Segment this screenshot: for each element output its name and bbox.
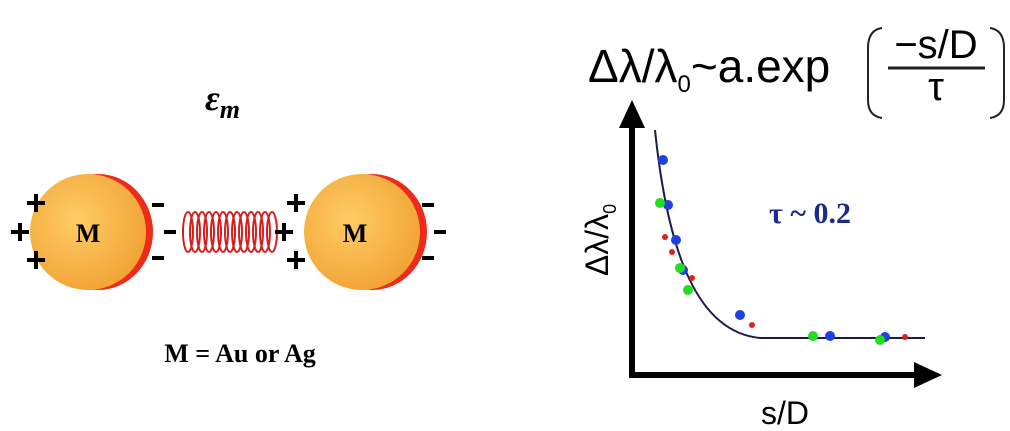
y-label: Δλ/λ0	[579, 204, 620, 276]
particle-label: M	[76, 219, 101, 248]
data-point	[825, 331, 835, 341]
formula: Δλ/λ0~a.exp	[588, 40, 830, 98]
formula-rhs: ~a.exp	[691, 40, 830, 92]
data-point	[689, 275, 695, 281]
medium-subscript: m	[220, 95, 240, 124]
data-point	[658, 155, 668, 165]
figure: εm M M M = Au or Ag Δλ/λ0~a.exp −s/D τ Δ…	[0, 0, 1010, 431]
particle: M	[30, 174, 153, 290]
y-axis-arrow	[619, 100, 645, 128]
data-point	[808, 331, 818, 341]
paren-right	[990, 28, 1004, 118]
data-point	[875, 335, 885, 345]
data-point	[675, 263, 685, 273]
spring	[183, 212, 277, 252]
annotation: τ ~ 0.2	[769, 197, 851, 230]
paren-left	[868, 28, 882, 118]
data-points	[655, 155, 908, 345]
x-label: s/D	[761, 395, 809, 431]
data-point	[683, 285, 693, 295]
formula-numerator: −s/D	[894, 23, 977, 67]
y-label-subscript: 0	[600, 204, 620, 214]
formula-lhs: Δλ/λ	[588, 40, 678, 92]
data-point	[669, 249, 675, 255]
formula-denominator: τ	[928, 65, 944, 109]
formula-subscript: 0	[678, 71, 691, 98]
fit-curve	[655, 130, 925, 338]
y-label-main: Δλ/λ	[579, 214, 615, 276]
data-point	[902, 334, 908, 340]
data-point	[735, 310, 745, 320]
data-point	[662, 234, 668, 240]
caption: M = Au or Ag	[164, 339, 316, 368]
particle: M	[304, 174, 427, 290]
data-point	[749, 322, 755, 328]
data-point	[671, 235, 681, 245]
medium-label: εm	[205, 78, 240, 124]
medium-symbol: ε	[205, 78, 220, 118]
particle-label: M	[343, 219, 368, 248]
data-point	[655, 198, 665, 208]
x-axis-arrow	[914, 362, 942, 388]
